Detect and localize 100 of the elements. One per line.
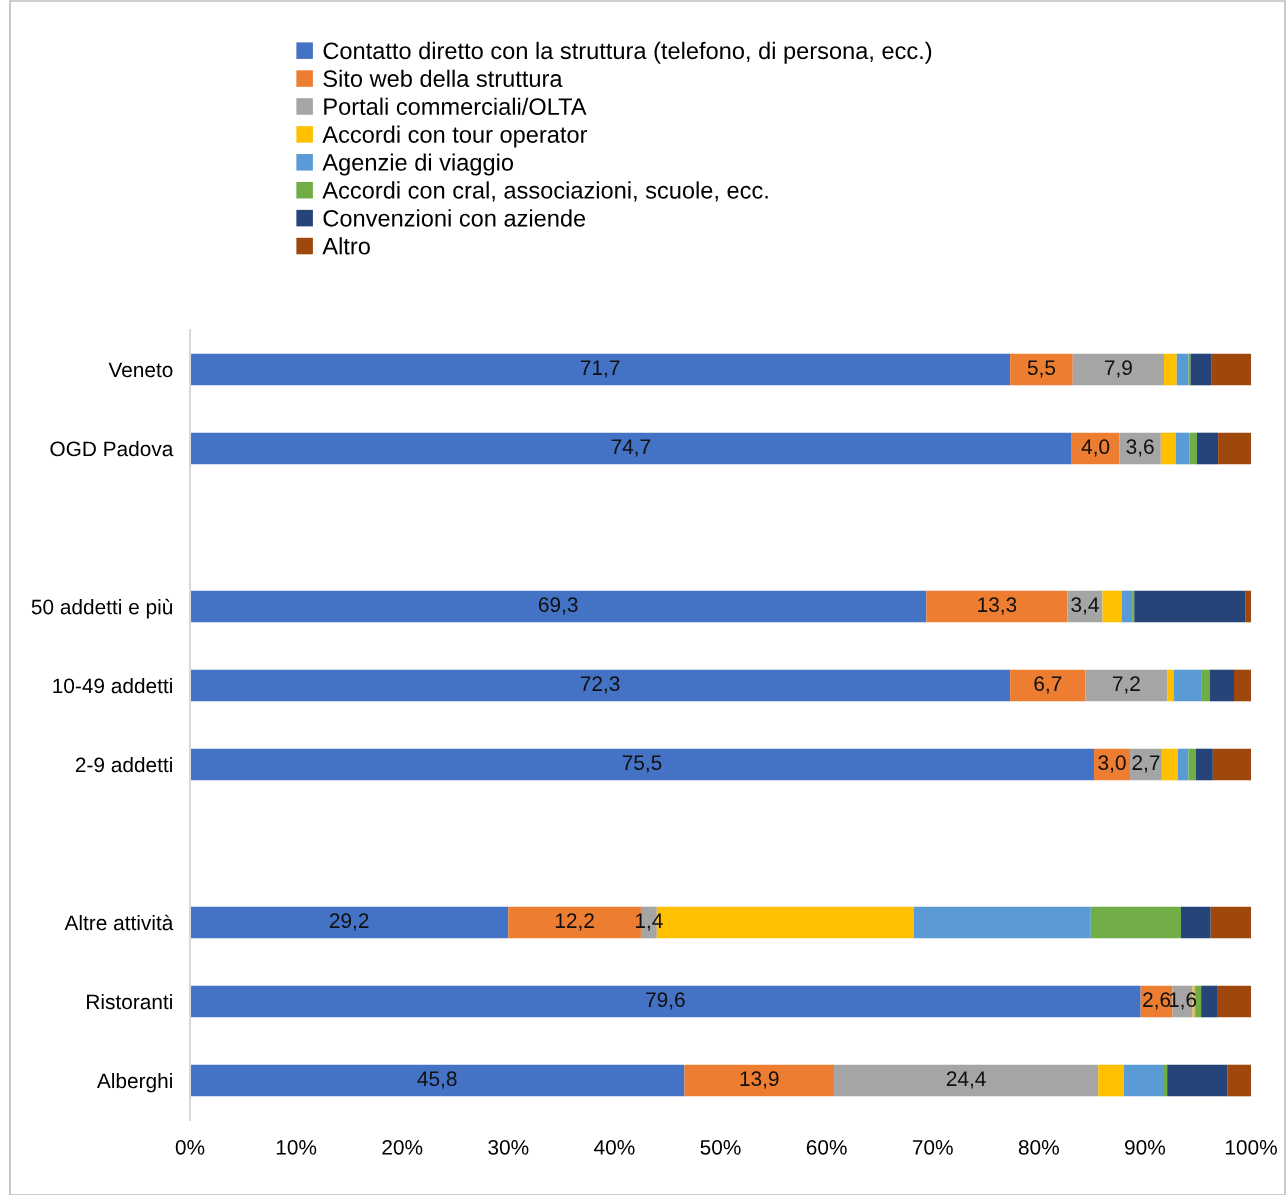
bar xyxy=(1121,590,1133,623)
bar xyxy=(1188,748,1196,781)
y-tick-label: Veneto xyxy=(108,362,173,378)
annotation: 74,7 xyxy=(611,439,651,457)
bar xyxy=(1188,353,1191,386)
bar xyxy=(1085,669,1168,702)
annotation: 3,0 xyxy=(1098,755,1126,773)
x-tick-label: 40% xyxy=(594,1139,635,1155)
bar xyxy=(190,1064,685,1097)
annotation: 7,9 xyxy=(1104,360,1132,378)
bar xyxy=(1234,669,1251,702)
annotation: 7,2 xyxy=(1112,676,1140,694)
x-tick-label: 10% xyxy=(276,1139,317,1155)
y-tick-label: 50 addetti e più xyxy=(31,598,173,619)
annotation: 4,0 xyxy=(1081,439,1110,457)
legend-label: Accordi con tour operator xyxy=(322,125,588,148)
bar xyxy=(1195,985,1202,1018)
bar xyxy=(1090,906,1181,939)
bar xyxy=(1189,432,1197,465)
annotation: 2,7 xyxy=(1132,755,1160,773)
bar xyxy=(190,985,1141,1018)
bar xyxy=(913,906,1091,939)
bar xyxy=(1010,353,1073,386)
bar xyxy=(1201,985,1218,1018)
bar xyxy=(1175,432,1190,465)
legend-label: Portali commerciali/OLTA xyxy=(324,97,587,115)
x-tick-label: 90% xyxy=(1125,1139,1166,1155)
bar xyxy=(1211,353,1251,386)
legend-label: Contatto diretto con la struttura (telefono, di persona, ecc.) xyxy=(323,41,932,64)
bar xyxy=(1164,353,1177,386)
bar xyxy=(1161,748,1178,781)
y-tick-label: Ristoranti xyxy=(87,993,172,1010)
bar xyxy=(190,906,509,939)
x-tick-label: 30% xyxy=(488,1139,529,1155)
x-tick-label: 0% xyxy=(175,1139,205,1155)
bar xyxy=(1227,1064,1251,1097)
annotation: 72,3 xyxy=(580,676,620,694)
annotation: 71,7 xyxy=(580,360,620,378)
bar xyxy=(1102,590,1122,623)
bar xyxy=(1196,432,1219,465)
x-tick-label: 70% xyxy=(912,1139,953,1155)
legend-label: Convenzioni con aziende xyxy=(323,209,586,227)
annotation: 75,5 xyxy=(622,755,662,773)
x-tick-label: 80% xyxy=(1018,1139,1059,1155)
annotation: 3,4 xyxy=(1071,597,1099,615)
bar xyxy=(190,669,1011,702)
bar xyxy=(1176,353,1189,386)
annotation: 29,2 xyxy=(329,913,369,931)
bar xyxy=(190,353,1011,386)
annotation: 6,7 xyxy=(1034,676,1062,694)
bar xyxy=(1209,669,1235,702)
bar xyxy=(1167,669,1174,702)
legend-label: Agenzie di viaggio xyxy=(322,153,513,176)
annotation: 69,3 xyxy=(538,597,578,615)
bar xyxy=(834,1064,1099,1097)
annotation: 79,6 xyxy=(646,992,685,1010)
y-tick-label: OGD Padova xyxy=(50,440,174,457)
bar xyxy=(1218,432,1251,465)
bar xyxy=(1134,590,1246,623)
y-tick-label: Alberghi xyxy=(96,1072,172,1093)
bar xyxy=(1167,1064,1228,1097)
bar xyxy=(926,590,1068,623)
bar xyxy=(1160,432,1176,465)
bar xyxy=(1072,353,1164,386)
bar xyxy=(1210,906,1251,939)
annotation: 13,9 xyxy=(740,1071,779,1089)
annotation: 13,3 xyxy=(978,597,1017,615)
annotation: 45,8 xyxy=(417,1071,457,1089)
bar xyxy=(1123,1064,1164,1097)
bar xyxy=(1132,590,1135,623)
bar xyxy=(1098,1064,1124,1097)
bar xyxy=(1010,669,1086,702)
y-tick-label: Altre attività xyxy=(64,914,174,931)
bar xyxy=(1190,353,1212,386)
bar xyxy=(1217,985,1251,1018)
x-tick-label: 60% xyxy=(806,1139,847,1155)
annotation: 5,5 xyxy=(1027,360,1056,378)
bar xyxy=(1164,1064,1168,1097)
legend-label: Altro xyxy=(322,237,370,255)
bar xyxy=(1180,906,1211,939)
legend-label: Accordi con cral, associazioni, scuole, ecc. xyxy=(322,181,768,202)
annotation: 12,2 xyxy=(555,913,594,931)
bar xyxy=(1177,748,1189,781)
bar xyxy=(1173,669,1202,702)
x-tick-label: 100% xyxy=(1225,1139,1277,1155)
x-tick-label: 50% xyxy=(700,1139,741,1155)
bar xyxy=(190,432,1072,465)
annotation: 2,6 xyxy=(1143,992,1171,1010)
x-tick-label: 20% xyxy=(382,1139,423,1155)
bar xyxy=(1201,669,1210,702)
bar xyxy=(190,748,1094,781)
bar xyxy=(190,590,927,623)
y-tick-label: 10-49 addetti xyxy=(53,677,172,694)
legend-label: Sito web della struttura xyxy=(323,69,563,88)
bar xyxy=(1195,748,1213,781)
y-tick-label: 2-9 addetti xyxy=(75,756,172,773)
bar xyxy=(1119,432,1161,465)
bar xyxy=(1245,590,1251,623)
annotation: 3,6 xyxy=(1126,439,1154,457)
annotation: 24,4 xyxy=(946,1071,986,1089)
